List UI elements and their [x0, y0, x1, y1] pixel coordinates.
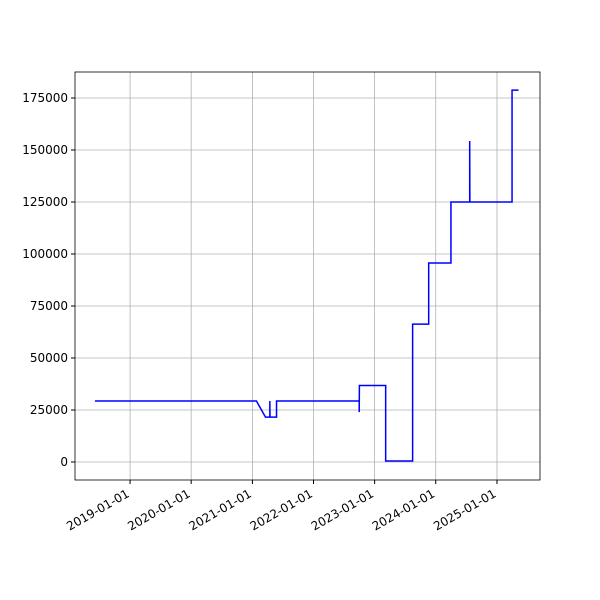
x-tick-label: 2019-01-01	[64, 486, 131, 533]
y-tick-label: 150000	[22, 143, 68, 157]
x-tick-label: 2023-01-01	[309, 486, 376, 533]
x-tick-label: 2020-01-01	[125, 486, 192, 533]
line-series	[94, 89, 519, 462]
y-tick-label: 50000	[30, 351, 68, 365]
y-tick-label: 175000	[22, 91, 68, 105]
plot-area	[75, 72, 540, 480]
y-tick-label: 0	[60, 455, 68, 469]
y-tick-label: 75000	[30, 299, 68, 313]
plot-frame	[74, 71, 541, 481]
x-tick-label: 2022-01-01	[248, 486, 315, 533]
x-tick-label: 2021-01-01	[187, 486, 254, 533]
y-tick-label: 25000	[30, 403, 68, 417]
x-tick-label: 2024-01-01	[370, 486, 437, 533]
x-tick-label: 2025-01-01	[431, 486, 498, 533]
y-tick-label: 125000	[22, 195, 68, 209]
y-tick-label: 100000	[22, 247, 68, 261]
